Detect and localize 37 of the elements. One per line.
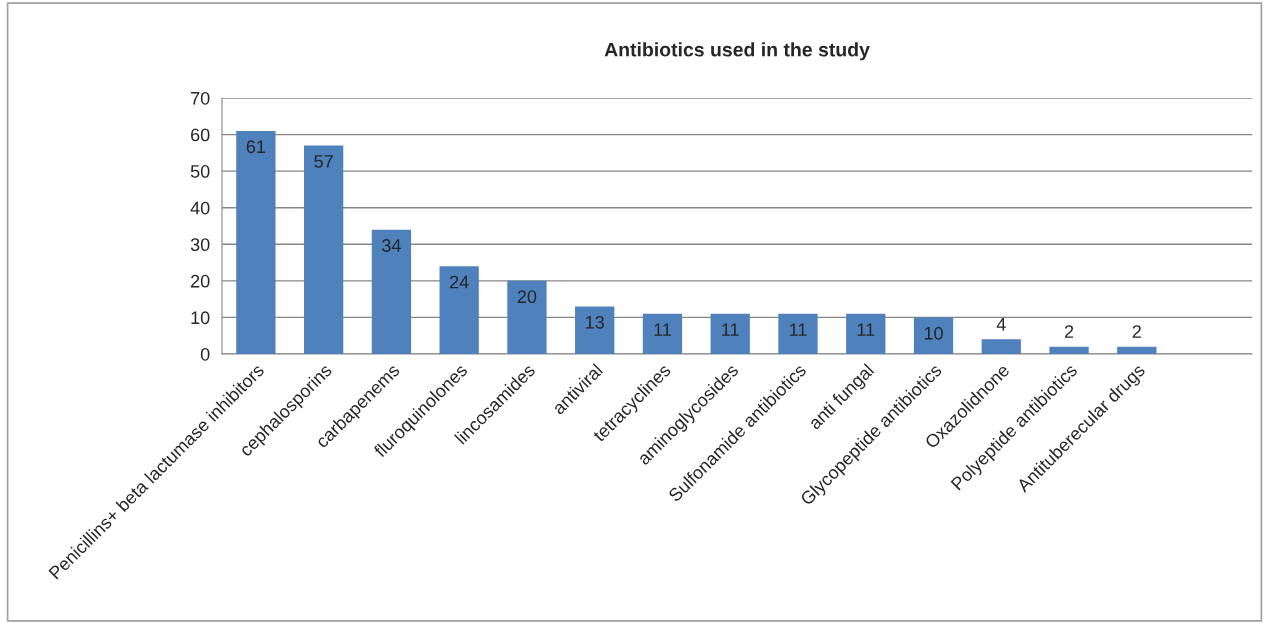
- data-label: 11: [789, 323, 807, 336]
- data-label: 4: [996, 318, 1006, 331]
- bar: [846, 313, 886, 354]
- bar: [981, 339, 1021, 354]
- bar: [642, 313, 683, 354]
- bar: [236, 130, 276, 354]
- bar: [439, 266, 479, 354]
- data-label: 61: [246, 140, 266, 154]
- chart-title: Antibiotics used in the study: [604, 42, 870, 61]
- data-label: 20: [517, 290, 537, 304]
- bar: [710, 313, 750, 354]
- y-tick-label: 10: [191, 311, 210, 325]
- y-tick-label: 40: [190, 201, 210, 215]
- bar: [575, 306, 615, 354]
- bar: [507, 280, 547, 354]
- y-tick-label: 60: [191, 128, 210, 142]
- data-label: 10: [924, 326, 943, 340]
- data-label: 2: [1132, 325, 1141, 338]
- bar: [303, 145, 344, 354]
- data-label: 2: [1064, 325, 1074, 338]
- data-label: 11: [857, 323, 875, 336]
- bar: [913, 317, 954, 354]
- data-label: 24: [450, 275, 469, 289]
- data-label: 13: [586, 315, 604, 329]
- y-tick-label: 50: [190, 165, 210, 178]
- y-tick-label: 0: [200, 347, 210, 361]
- bar: [371, 229, 412, 354]
- y-tick-label: 30: [190, 238, 210, 252]
- data-label: 11: [654, 323, 671, 336]
- y-tick-label: 20: [191, 274, 210, 288]
- data-label: 34: [382, 239, 401, 252]
- data-label: 11: [722, 323, 739, 336]
- bar: [1049, 346, 1089, 354]
- data-label: 57: [314, 155, 333, 168]
- bar: [1117, 346, 1157, 354]
- bar: [778, 313, 818, 354]
- y-tick-label: 70: [191, 91, 210, 105]
